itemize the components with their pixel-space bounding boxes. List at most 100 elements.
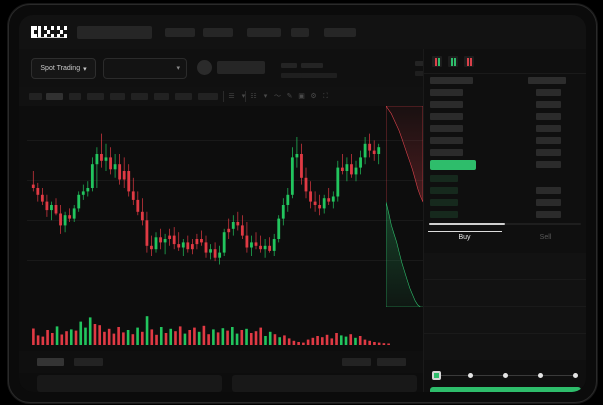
chevron-down-icon[interactable]: ▾	[263, 93, 268, 100]
amount-percent-slider[interactable]	[431, 371, 579, 381]
orderbook-header-amount	[528, 77, 566, 84]
orderbook-ask-amount-1	[536, 101, 561, 108]
order-book[interactable]	[424, 73, 586, 227]
orderbook-header-price	[430, 77, 473, 84]
timeframe-button-2[interactable]	[69, 93, 81, 100]
orderbook-bid-amount-1	[536, 187, 561, 194]
orderbook-ask-price-3	[430, 125, 463, 132]
orderbook-ask-price-2	[430, 113, 463, 120]
orderbook-both-icon[interactable]	[432, 56, 442, 67]
chart-gridline	[27, 260, 423, 261]
orderbook-ask-amount-2	[536, 113, 561, 120]
orders-panel-1	[232, 375, 417, 392]
orderbook-ask-price-1	[430, 101, 463, 108]
timeframe-button-5[interactable]	[131, 93, 148, 100]
line-wave-icon[interactable]: 〜	[274, 93, 281, 100]
orders-tab-1[interactable]	[74, 358, 103, 366]
timeframe-button-8[interactable]	[198, 93, 218, 100]
chart-gridline	[27, 180, 423, 181]
market-stat-0	[281, 63, 307, 78]
timeframe-button-1[interactable]	[46, 93, 63, 100]
market-depth-overlay	[386, 106, 423, 307]
orderbook-asks-icon[interactable]	[464, 56, 474, 67]
trade-sidebar: Buy Sell	[423, 49, 586, 392]
buy-sell-tabs: Buy Sell	[424, 231, 586, 251]
order-field-row-3[interactable]	[424, 334, 586, 360]
nav-item-4[interactable]	[291, 28, 309, 37]
chart-type-icon[interactable]: ☷	[250, 93, 257, 100]
nav-item-3[interactable]	[247, 28, 281, 37]
orders-panel-0	[37, 375, 222, 392]
order-field-row-0[interactable]	[424, 253, 586, 280]
chevron-down-icon: ▾	[176, 65, 180, 72]
orderbook-bid-price-3	[430, 211, 458, 218]
chevron-down-icon[interactable]: ▾	[241, 93, 246, 100]
orders-tabbar	[19, 351, 423, 373]
slider-stop-100[interactable]	[572, 373, 578, 378]
pencil-icon[interactable]: ✎	[286, 93, 293, 100]
trading-mode-button[interactable]: Spot Trading ▾	[31, 58, 96, 79]
orderbook-scrollbar-track	[429, 223, 581, 225]
orderbook-bid-amount-2	[536, 199, 561, 206]
order-field-row-1[interactable]	[424, 280, 586, 307]
orderbook-last-amount	[536, 161, 561, 168]
market-stat-1	[301, 63, 337, 78]
nav-item-2[interactable]	[203, 28, 233, 37]
settings-gear-icon[interactable]: ⚙	[310, 93, 317, 100]
orders-tab-0[interactable]	[37, 358, 64, 366]
price-chart[interactable]	[19, 106, 423, 307]
orderbook-ask-price-0	[430, 89, 463, 96]
chevron-down-icon: ▾	[83, 65, 87, 73]
tab-buy[interactable]: Buy	[458, 234, 471, 241]
top-navigation-bar	[19, 15, 586, 49]
orderbook-ask-price-4	[430, 137, 463, 144]
orderbook-ask-amount-5	[536, 149, 561, 156]
orders-action-1[interactable]	[377, 358, 406, 366]
toolbar-divider	[223, 91, 224, 102]
volume-series	[32, 316, 390, 345]
chart-gridline	[27, 220, 423, 221]
candlestick-series	[31, 133, 381, 265]
timeframe-button-4[interactable]	[110, 93, 125, 100]
device-frame: Spot Trading ▾ ▾ ☰ ▾ ☷ ▾ 〜 ✎ ▣ ⚙ ⛶	[8, 4, 597, 403]
nav-search-input[interactable]	[77, 26, 152, 39]
orderbook-bids-icon[interactable]	[448, 56, 458, 67]
timeframe-button-0[interactable]	[29, 93, 42, 100]
fullscreen-icon[interactable]: ⛶	[323, 93, 328, 100]
orderbook-ask-amount-4	[536, 137, 561, 144]
okx-logo-icon[interactable]	[31, 26, 67, 39]
slider-stop-50[interactable]	[503, 373, 508, 378]
camera-icon[interactable]: ▣	[298, 93, 305, 100]
trading-mode-label: Spot Trading	[40, 65, 81, 72]
chart-toolbar: ☰ ▾ ☷ ▾ 〜 ✎ ▣ ⚙ ⛶	[19, 87, 423, 106]
indicators-icon[interactable]: ☰	[228, 93, 235, 100]
trading-pair-select[interactable]: ▾	[103, 58, 187, 79]
coin-avatar	[197, 60, 212, 75]
buy-tab-underline	[428, 231, 502, 232]
orders-action-0[interactable]	[342, 358, 371, 366]
last-price-value	[217, 61, 265, 74]
app-screen: Spot Trading ▾ ▾ ☰ ▾ ☷ ▾ 〜 ✎ ▣ ⚙ ⛶	[19, 15, 586, 392]
timeframe-button-6[interactable]	[154, 93, 169, 100]
slider-stop-25[interactable]	[468, 373, 474, 378]
nav-item-5[interactable]	[324, 28, 356, 37]
submit-order-button[interactable]	[430, 387, 581, 392]
orderbook-last-price	[430, 160, 476, 170]
volume-chart	[19, 307, 423, 351]
toolbar-divider	[245, 91, 246, 102]
chart-gridline	[27, 140, 423, 141]
order-field-row-2[interactable]	[424, 307, 586, 334]
orders-panels	[19, 373, 423, 392]
orderbook-bid-price-1	[430, 187, 458, 194]
nav-item-1[interactable]	[165, 28, 195, 37]
tab-sell[interactable]: Sell	[539, 234, 552, 241]
slider-handle[interactable]	[431, 371, 441, 380]
orderbook-bid-price-2	[430, 199, 458, 206]
orderbook-scrollbar-thumb[interactable]	[429, 223, 505, 225]
timeframe-button-3[interactable]	[87, 93, 104, 100]
orderbook-ask-amount-3	[536, 125, 561, 132]
timeframe-button-7[interactable]	[175, 93, 192, 100]
orderbook-layout-toggles	[424, 49, 586, 74]
slider-stop-75[interactable]	[537, 373, 543, 378]
orderbook-ask-amount-0	[536, 89, 561, 96]
